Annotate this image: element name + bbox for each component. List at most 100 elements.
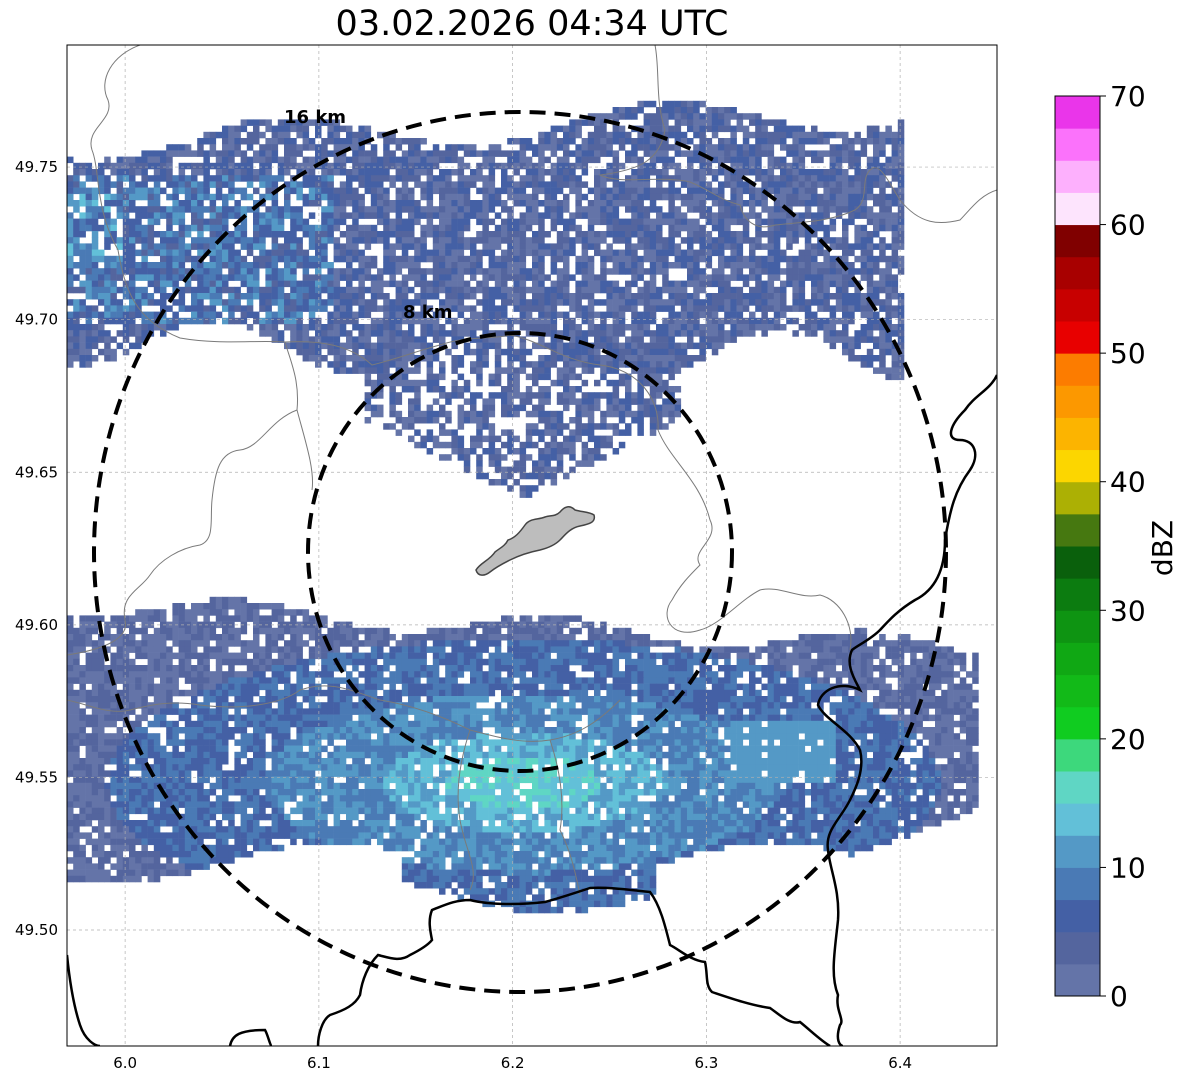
- radar-pixel: [674, 162, 682, 170]
- radar-pixel: [277, 255, 285, 263]
- radar-pixel: [451, 249, 458, 257]
- radar-pixel: [184, 175, 192, 182]
- radar-pixel: [395, 237, 403, 244]
- radar-pixel: [253, 175, 260, 182]
- radar-pixel: [321, 299, 328, 306]
- radar-pixel: [98, 336, 105, 343]
- radar-pixel: [897, 224, 905, 232]
- radar-pixel: [507, 634, 514, 641]
- radar-pixel: [141, 224, 148, 232]
- radar-pixel: [680, 107, 688, 114]
- radar-pixel: [333, 324, 341, 331]
- radar-pixel: [308, 224, 316, 232]
- radar-pixel: [891, 138, 899, 145]
- radar-pixel: [860, 627, 868, 635]
- radar-pixel: [135, 324, 142, 331]
- radar-pixel: [749, 262, 756, 269]
- radar-pixel: [643, 404, 651, 412]
- radar-pixel: [687, 175, 694, 182]
- radar-pixel: [550, 181, 558, 188]
- radar-pixel: [674, 386, 682, 393]
- radar-pixel: [153, 181, 161, 188]
- radar-pixel: [73, 286, 80, 294]
- radar-pixel: [866, 162, 874, 170]
- radar-pixel: [104, 342, 111, 350]
- radar-pixel: [451, 187, 458, 195]
- radar-pixel: [234, 150, 241, 157]
- radar-pixel: [835, 144, 843, 151]
- radar-pixel: [91, 615, 99, 622]
- radar-pixel: [91, 355, 99, 362]
- radar-pixel: [129, 206, 136, 213]
- radar-pixel: [339, 268, 347, 275]
- radar-pixel: [897, 181, 905, 188]
- radar-pixel: [240, 311, 248, 319]
- radar-pixel: [835, 206, 843, 213]
- radar-pixel: [668, 317, 675, 325]
- radar-pixel: [693, 274, 700, 281]
- radar-pixel: [110, 274, 117, 281]
- radar-pixel: [451, 299, 458, 306]
- radar-pixel: [736, 255, 744, 263]
- radar-pixel: [699, 237, 706, 244]
- radar-pixel: [587, 454, 595, 461]
- radar-pixel: [408, 324, 415, 331]
- radar-pixel: [284, 280, 291, 288]
- radar-pixel: [172, 218, 179, 226]
- radar-pixel: [612, 286, 620, 294]
- radar-pixel: [860, 361, 868, 368]
- radar-pixel: [215, 162, 223, 170]
- radar-pixel: [563, 125, 570, 133]
- radar-pixel: [358, 162, 365, 170]
- radar-pixel: [327, 311, 334, 319]
- radar-pixel: [718, 193, 725, 201]
- radar-pixel: [811, 175, 818, 182]
- radar-pixel: [122, 293, 130, 300]
- radar-pixel: [637, 156, 644, 164]
- radar-pixel: [711, 169, 719, 176]
- radar-pixel: [209, 243, 217, 250]
- radar-pixel: [184, 187, 192, 195]
- radar-pixel: [98, 274, 105, 281]
- radar-pixel: [705, 262, 713, 269]
- radar-pixel: [432, 386, 440, 393]
- radar-pixel: [693, 293, 700, 300]
- radar-pixel: [327, 286, 334, 294]
- radar-pixel: [246, 280, 254, 288]
- radar-pixel: [538, 187, 545, 195]
- radar-pixel: [457, 262, 465, 269]
- radar-pixel: [873, 286, 880, 294]
- radar-pixel: [488, 162, 496, 170]
- radar-pixel: [631, 634, 638, 641]
- radar-pixel: [625, 429, 632, 436]
- radar-pixel: [104, 243, 111, 250]
- radar-pixel: [166, 231, 173, 238]
- radar-pixel: [718, 125, 725, 133]
- radar-pixel: [569, 249, 576, 257]
- radar-pixel: [755, 218, 762, 226]
- radar-pixel: [346, 212, 353, 219]
- radar-pixel: [730, 237, 737, 244]
- radar-pixel: [290, 262, 297, 269]
- radar-pixel: [333, 131, 341, 139]
- radar-pixel: [271, 181, 279, 188]
- radar-pixel: [296, 336, 303, 343]
- radar-pixel: [891, 237, 899, 244]
- radar-pixel: [649, 392, 657, 399]
- radar-pixel: [569, 330, 576, 337]
- radar-pixel: [668, 324, 675, 331]
- radar-pixel: [674, 150, 682, 157]
- radar-pixel: [457, 361, 465, 368]
- radar-pixel: [866, 237, 874, 244]
- radar-pixel: [364, 131, 372, 139]
- radar-pixel: [333, 274, 341, 281]
- radar-pixel: [525, 423, 533, 430]
- radar-pixel: [321, 169, 328, 176]
- radar-pixel: [352, 193, 359, 201]
- radar-pixel: [637, 324, 644, 331]
- radar-pixel: [439, 299, 446, 306]
- radar-pixel: [135, 336, 142, 343]
- radar-pixel: [364, 392, 372, 399]
- radar-pixel: [749, 299, 756, 306]
- radar-pixel: [222, 286, 229, 294]
